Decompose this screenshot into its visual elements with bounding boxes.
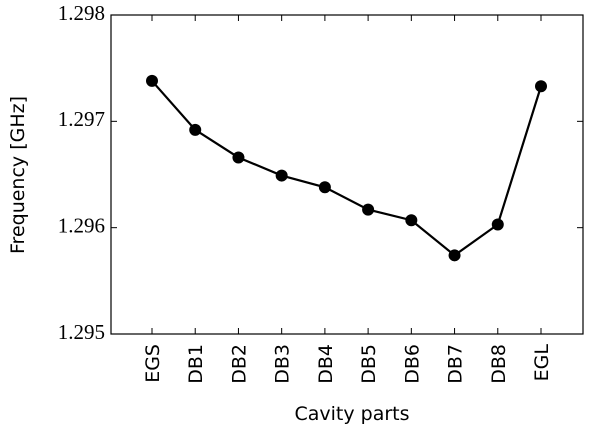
x-tick-label: DB1 [185,344,207,384]
marker [405,214,418,227]
marker [362,203,375,216]
marker [535,80,547,93]
marker [275,169,288,182]
x-tick-label: DB5 [358,344,380,384]
x-tick-label: DB4 [315,344,337,384]
plot-frame [110,14,584,335]
x-tick-label: DB6 [401,344,423,384]
x-tick-label: EGS [142,344,164,383]
x-tick-label: DB7 [445,344,467,384]
line [151,80,543,257]
marker [448,249,461,262]
x-axis-label: Cavity parts [294,403,409,425]
marker [232,151,245,164]
x-tick-label: DB8 [488,344,510,384]
marker [318,181,331,194]
y-tick-label: 1.295 [58,320,105,344]
y-axis-label: Frequency [GHz] [7,96,29,254]
marker [146,74,158,87]
marker [189,123,202,136]
marker [491,218,504,231]
x-tick-label: DB2 [228,344,250,384]
y-tick-label: 1.298 [58,1,105,25]
y-tick-label: 1.297 [58,107,105,131]
y-tick-label: 1.296 [58,213,105,237]
x-tick-label: DB3 [272,344,294,384]
x-tick-label: EGL [531,344,553,382]
